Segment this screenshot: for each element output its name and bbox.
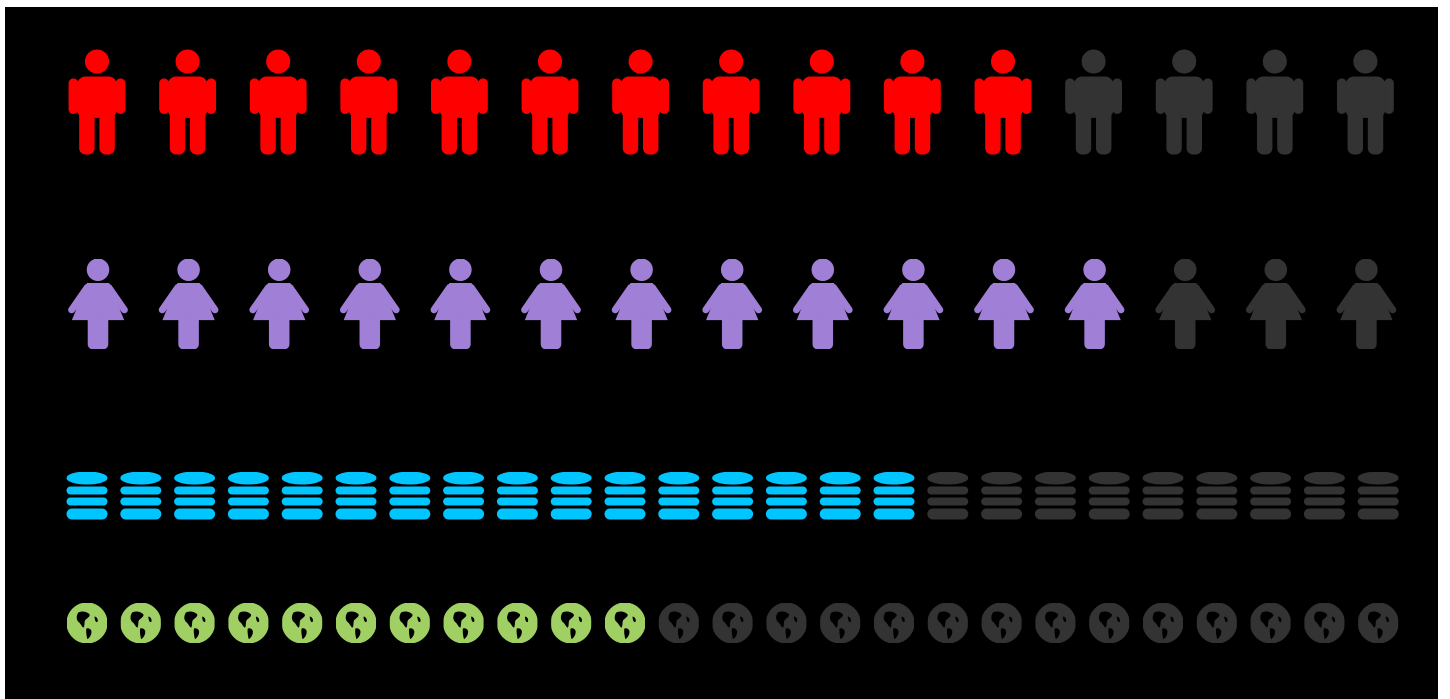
woman-icon bbox=[343, 259, 396, 349]
globe-icon bbox=[551, 603, 592, 643]
database-icon bbox=[1357, 472, 1399, 520]
database-icon bbox=[765, 472, 807, 520]
pictograph-chart bbox=[66, 49, 1399, 643]
man-icon bbox=[612, 49, 670, 155]
database-icon bbox=[550, 472, 592, 520]
database-icon bbox=[335, 472, 377, 520]
globe-icon bbox=[282, 603, 323, 643]
woman-icon bbox=[1159, 259, 1212, 349]
database-icon bbox=[712, 472, 754, 520]
woman-icon bbox=[706, 259, 759, 349]
database-icon bbox=[658, 472, 700, 520]
man-icon bbox=[883, 49, 941, 155]
man-icon bbox=[521, 49, 579, 155]
globe-icon bbox=[1089, 603, 1130, 643]
globe-icon bbox=[389, 603, 430, 643]
database-icon bbox=[819, 472, 861, 520]
globe-icon bbox=[228, 603, 269, 643]
globe-icon bbox=[766, 603, 807, 643]
globe-icon bbox=[981, 603, 1022, 643]
pictograph-row-man bbox=[68, 49, 1394, 155]
database-icon bbox=[1250, 472, 1292, 520]
database-icon bbox=[1303, 472, 1345, 520]
database-icon bbox=[1088, 472, 1130, 520]
globe-icon bbox=[658, 603, 699, 643]
globe-icon bbox=[712, 603, 753, 643]
globe-icon bbox=[1143, 603, 1183, 643]
globe-icon bbox=[1250, 603, 1291, 643]
woman-icon bbox=[72, 259, 125, 349]
woman-icon bbox=[1068, 259, 1121, 349]
man-icon bbox=[430, 49, 488, 155]
database-icon bbox=[120, 472, 162, 520]
database-icon bbox=[227, 472, 269, 520]
woman-icon bbox=[887, 259, 940, 349]
man-icon bbox=[1336, 49, 1394, 155]
pictograph-row-woman bbox=[72, 259, 1393, 349]
woman-icon bbox=[615, 259, 668, 349]
globe-icon bbox=[1196, 603, 1237, 643]
man-icon bbox=[1155, 49, 1213, 155]
database-icon bbox=[66, 472, 108, 520]
man-icon bbox=[1246, 49, 1304, 155]
man-icon bbox=[702, 49, 760, 155]
man-icon bbox=[340, 49, 398, 155]
man-icon bbox=[974, 49, 1032, 155]
globe-icon bbox=[443, 603, 484, 643]
pictograph-canvas bbox=[5, 7, 1438, 699]
man-icon bbox=[249, 49, 307, 155]
globe-icon bbox=[927, 603, 968, 643]
woman-icon bbox=[162, 259, 215, 349]
globe-icon bbox=[1358, 603, 1399, 643]
man-icon bbox=[68, 49, 126, 155]
woman-icon bbox=[1340, 259, 1393, 349]
database-icon bbox=[1142, 472, 1184, 520]
man-icon bbox=[159, 49, 217, 155]
woman-icon bbox=[434, 259, 487, 349]
database-icon bbox=[496, 472, 538, 520]
man-icon bbox=[1065, 49, 1123, 155]
globe-icon bbox=[1035, 603, 1076, 643]
database-icon bbox=[443, 472, 485, 520]
database-icon bbox=[281, 472, 323, 520]
woman-icon bbox=[1249, 259, 1302, 349]
woman-icon bbox=[253, 259, 306, 349]
globe-icon bbox=[336, 603, 376, 643]
globe-icon bbox=[67, 603, 107, 643]
globe-icon bbox=[497, 603, 538, 643]
database-icon bbox=[1196, 472, 1238, 520]
globe-icon bbox=[1304, 603, 1345, 643]
globe-icon bbox=[174, 603, 215, 643]
database-icon bbox=[1034, 472, 1076, 520]
man-icon bbox=[793, 49, 851, 155]
pictograph-row-database bbox=[66, 472, 1399, 520]
database-icon bbox=[389, 472, 431, 520]
globe-icon bbox=[120, 603, 161, 643]
woman-icon bbox=[525, 259, 578, 349]
pictograph-row-globe bbox=[67, 603, 1399, 643]
database-icon bbox=[873, 472, 915, 520]
woman-icon bbox=[796, 259, 849, 349]
globe-icon bbox=[605, 603, 645, 643]
globe-icon bbox=[874, 603, 914, 643]
database-icon bbox=[174, 472, 216, 520]
woman-icon bbox=[978, 259, 1031, 349]
database-icon bbox=[927, 472, 969, 520]
database-icon bbox=[604, 472, 646, 520]
database-icon bbox=[981, 472, 1023, 520]
globe-icon bbox=[820, 603, 861, 643]
